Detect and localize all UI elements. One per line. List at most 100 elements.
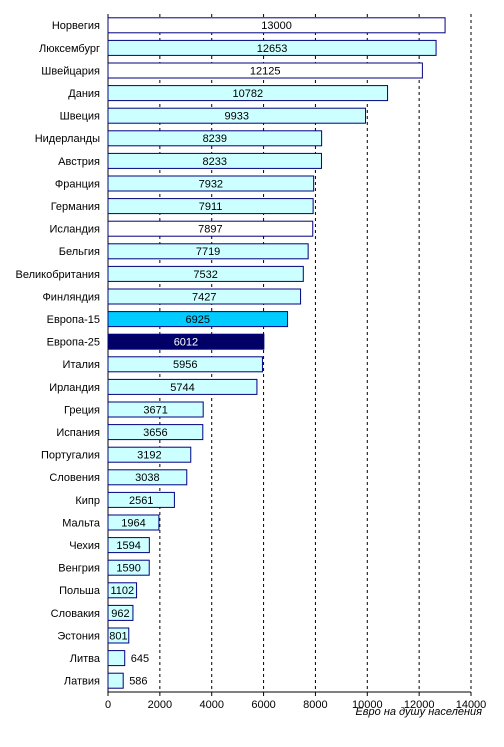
value-label: 7532 bbox=[193, 269, 217, 281]
value-label: 3656 bbox=[143, 427, 167, 439]
x-axis-label: Евро на душу населения bbox=[355, 706, 482, 718]
value-label: 645 bbox=[131, 653, 149, 665]
bar bbox=[107, 130, 323, 147]
y-tick-label: Латвия bbox=[64, 676, 100, 688]
x-tick-label: 8000 bbox=[303, 699, 327, 711]
bar bbox=[107, 514, 160, 531]
value-label: 5956 bbox=[173, 359, 197, 371]
y-tick-label: Норвегия bbox=[52, 20, 100, 32]
bar bbox=[107, 62, 423, 79]
bar bbox=[107, 85, 389, 102]
value-label: 586 bbox=[129, 676, 147, 688]
value-label: 7719 bbox=[196, 246, 220, 258]
value-label: 6012 bbox=[174, 337, 198, 349]
bar bbox=[107, 537, 150, 554]
bar bbox=[107, 491, 175, 508]
bar bbox=[107, 265, 304, 282]
bar bbox=[107, 604, 134, 621]
y-tick-label: Нидерланды bbox=[35, 133, 100, 145]
y-tick-label: Португалия bbox=[41, 450, 100, 462]
bar bbox=[107, 39, 437, 56]
bar bbox=[107, 650, 126, 667]
value-label: 12653 bbox=[257, 43, 288, 55]
bar bbox=[107, 198, 314, 215]
value-label: 962 bbox=[111, 608, 129, 620]
y-tick-label: Мальта bbox=[62, 517, 101, 529]
bar bbox=[107, 333, 265, 350]
bar bbox=[107, 356, 263, 373]
value-label: 6925 bbox=[186, 314, 210, 326]
y-tick-label: Австрия bbox=[58, 156, 100, 168]
bar bbox=[107, 311, 289, 328]
value-label: 5744 bbox=[170, 382, 194, 394]
bar bbox=[107, 424, 204, 441]
value-label: 9933 bbox=[225, 111, 249, 123]
y-tick-label: Исландия bbox=[49, 224, 100, 236]
y-tick-label: Франция bbox=[55, 178, 100, 190]
bar bbox=[107, 107, 367, 124]
y-tick-label: Италия bbox=[63, 359, 101, 371]
y-tick-label: Бельгия bbox=[59, 246, 100, 258]
value-label: 7427 bbox=[192, 291, 216, 303]
bar bbox=[107, 559, 150, 576]
value-label: 1964 bbox=[121, 517, 145, 529]
x-tick-label: 10000 bbox=[352, 699, 383, 711]
y-tick-label: Кипр bbox=[75, 495, 100, 507]
value-label: 1594 bbox=[116, 540, 140, 552]
value-label: 10782 bbox=[232, 88, 263, 100]
value-label: 801 bbox=[109, 630, 127, 642]
y-tick-label: Словения bbox=[49, 472, 100, 484]
y-tick-label: Чехия bbox=[69, 540, 100, 552]
y-tick-label: Эстония bbox=[57, 630, 100, 642]
y-tick-label: Швеция bbox=[60, 111, 100, 123]
bar bbox=[107, 175, 315, 192]
value-label: 3038 bbox=[135, 472, 159, 484]
value-label: 7932 bbox=[199, 178, 223, 190]
y-tick-label: Великобритания bbox=[16, 269, 101, 281]
x-tick-label: 14000 bbox=[456, 699, 487, 711]
y-tick-label: Европа-25 bbox=[47, 337, 100, 349]
bar bbox=[107, 582, 138, 599]
y-tick-label: Испания bbox=[56, 427, 100, 439]
value-label: 7897 bbox=[198, 224, 222, 236]
y-tick-label: Люксембург bbox=[39, 43, 100, 55]
bar bbox=[107, 446, 192, 463]
value-label: 1102 bbox=[110, 585, 134, 597]
bar bbox=[107, 243, 309, 260]
value-label: 3192 bbox=[137, 450, 161, 462]
y-tick-label: Швейцария bbox=[41, 65, 100, 77]
y-tick-label: Литва bbox=[70, 653, 101, 665]
value-label: 8233 bbox=[202, 156, 226, 168]
y-tick-label: Словакия bbox=[51, 608, 100, 620]
value-label: 3671 bbox=[143, 404, 167, 416]
value-label: 2561 bbox=[129, 495, 153, 507]
x-tick-label: 12000 bbox=[404, 699, 435, 711]
y-tick-label: Венгрия bbox=[58, 563, 100, 575]
x-tick-label: 6000 bbox=[251, 699, 275, 711]
bar bbox=[107, 401, 204, 418]
y-tick-label: Польша bbox=[59, 585, 101, 597]
x-tick-label: 2000 bbox=[148, 699, 172, 711]
bar bbox=[107, 220, 314, 237]
y-tick-label: Финляндия bbox=[42, 291, 100, 303]
bar bbox=[107, 627, 130, 644]
bar bbox=[107, 378, 258, 395]
y-tick-label: Греция bbox=[64, 404, 100, 416]
y-tick-label: Ирландия bbox=[49, 382, 100, 394]
bar bbox=[107, 17, 446, 34]
bar bbox=[107, 469, 188, 486]
value-label: 13000 bbox=[261, 20, 292, 32]
bar bbox=[107, 288, 302, 305]
bar bbox=[107, 672, 124, 689]
value-label: 8239 bbox=[203, 133, 227, 145]
y-tick-label: Германия bbox=[51, 201, 100, 213]
value-label: 1590 bbox=[116, 563, 140, 575]
y-tick-label: Дания bbox=[68, 88, 100, 100]
x-tick-label: 4000 bbox=[199, 699, 223, 711]
y-tick-label: Европа-15 bbox=[47, 314, 100, 326]
value-label: 7911 bbox=[199, 201, 223, 213]
value-label: 12125 bbox=[250, 65, 281, 77]
bar bbox=[107, 152, 322, 169]
x-tick-label: 0 bbox=[105, 699, 111, 711]
